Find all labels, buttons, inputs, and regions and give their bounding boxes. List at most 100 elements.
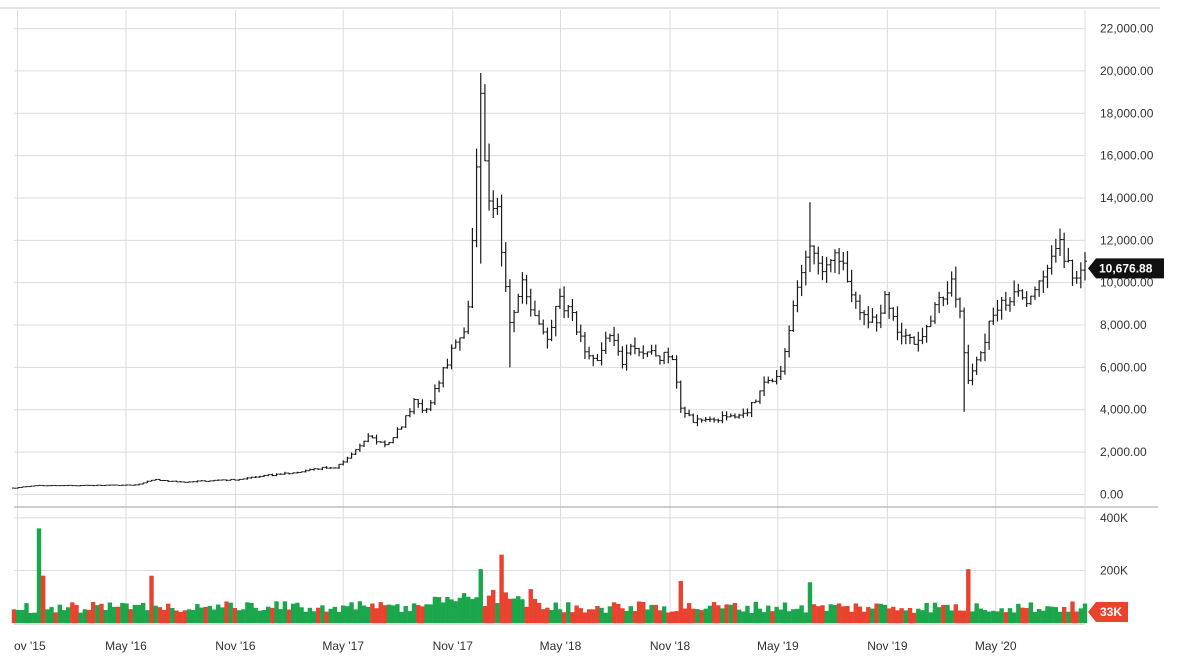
price-bar [241,478,246,480]
price-bar [587,346,592,360]
price-bar [1066,247,1071,263]
volume-bar [1003,612,1009,623]
volume-bar [1070,601,1075,623]
volume-bar [307,607,313,623]
volume-bar [778,609,783,623]
price-bar [99,484,104,487]
price-tick-label: 10,000.00 [1100,276,1154,290]
price-bar [395,427,400,439]
last-price-label: 10,676.88 [1099,261,1153,275]
volume-bar [1053,607,1059,623]
price-bar [1078,262,1083,289]
volume-bar [957,610,963,623]
volume-bar [320,605,325,623]
price-bar [991,307,996,326]
price-bar [1024,291,1029,308]
price-bar [1057,228,1062,256]
price-bar [366,433,371,443]
price-bar [774,370,779,385]
volume-bar [78,612,83,623]
volume-bar [886,608,892,623]
volume-bar [995,611,1000,623]
volume-bar [466,596,471,623]
volume-bar [999,608,1004,623]
price-bar [837,248,842,275]
volume-bar [928,612,934,623]
volume-bar [257,610,263,623]
price-bar [795,280,800,313]
volume-bar [378,602,383,623]
volume-bar [45,609,50,623]
price-bar [687,409,692,417]
volume-bar [628,606,633,623]
price-bar [791,300,796,332]
price-bar [1053,238,1058,263]
price-bar [603,331,608,354]
price-bar [478,73,483,264]
volume-bar [349,602,354,623]
price-bar [824,256,829,283]
price-bar [732,413,737,419]
price-bar [853,291,858,309]
price-bar [253,476,258,479]
volume-bar [341,605,346,623]
price-bar [978,351,983,362]
price-bar [28,485,33,488]
price-bar [287,472,292,475]
volume-bar [149,575,154,623]
volume-bar [220,607,225,623]
price-bar [899,322,904,345]
price-tick-label: 12,000.00 [1100,233,1154,247]
volume-bar [132,604,138,623]
volume-bar [586,609,592,623]
volume-bar [703,608,708,623]
volume-bar [399,611,404,623]
volume-bar [274,601,279,623]
volume-bar [470,599,475,623]
price-bar [337,463,342,469]
volume-bar [316,607,321,623]
volume-bar [203,606,208,623]
volume-bar [420,606,425,623]
volume-bar [161,609,167,623]
price-bar [512,309,517,333]
volume-bar [15,609,21,623]
price-bar [766,376,771,384]
volume-bar [678,580,683,623]
volume-bar [857,606,863,623]
volume-bar [978,608,984,623]
price-bar [741,408,746,418]
price-bar [932,302,937,324]
volume-bar [328,608,333,623]
volume-bar [866,607,871,623]
volume-bar [424,604,429,623]
volume-bar [899,608,904,623]
price-bar [107,484,112,486]
volume-bar [28,612,33,623]
volume-bar [724,604,729,623]
volume-bar [895,610,900,623]
price-bar [995,299,1000,322]
price-bar [503,242,508,292]
price-bar [520,272,525,304]
price-bar [78,484,83,487]
volume-bar [620,608,625,623]
price-bar [407,408,412,418]
price-tick-label: 18,000.00 [1100,106,1154,120]
volume-bar [82,609,88,623]
price-bar [812,245,817,265]
volume-bar [428,604,433,623]
volume-bar [816,606,821,623]
volume-bar [491,589,496,623]
volume-bar [753,601,758,623]
price-bar [1045,264,1050,289]
volume-bar [1066,611,1071,623]
volume-bar [245,602,250,623]
price-bar [724,411,729,421]
price-tick-label: 16,000.00 [1100,149,1154,163]
volume-bar [932,602,938,623]
price-bar [745,408,750,417]
price-bar [695,414,700,427]
volume-bar [695,609,700,623]
volume-bar [1045,606,1050,623]
